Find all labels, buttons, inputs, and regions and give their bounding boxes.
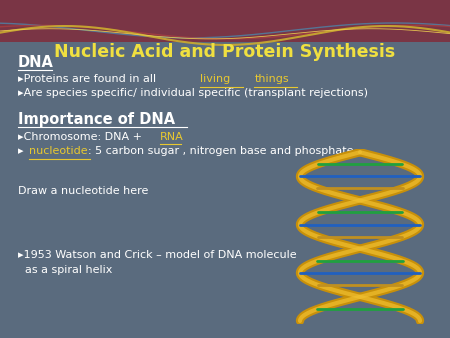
Text: living: living — [200, 74, 230, 84]
Text: : 5 carbon sugar , nitrogen base and phosphate: : 5 carbon sugar , nitrogen base and pho… — [88, 146, 353, 156]
Text: Importance of DNA: Importance of DNA — [18, 113, 175, 127]
Text: Draw a nucleotide here: Draw a nucleotide here — [18, 186, 149, 196]
Text: DNA: DNA — [18, 55, 54, 70]
Text: ▸1953 Watson and Crick – model of DNA molecule: ▸1953 Watson and Crick – model of DNA mo… — [18, 250, 297, 260]
Text: Nucleic Acid and Protein Synthesis: Nucleic Acid and Protein Synthesis — [54, 43, 396, 62]
Text: ▸Are species specific/ individual specific (transplant rejections): ▸Are species specific/ individual specif… — [18, 88, 368, 98]
Text: ▸: ▸ — [18, 146, 27, 156]
Polygon shape — [0, 42, 450, 338]
Text: as a spiral helix: as a spiral helix — [18, 265, 112, 275]
Text: things: things — [254, 74, 289, 84]
Polygon shape — [0, 0, 450, 42]
Text: RNA: RNA — [160, 132, 184, 142]
Text: ▸Chromosome: DNA +: ▸Chromosome: DNA + — [18, 132, 145, 142]
Text: nucleotide: nucleotide — [29, 146, 88, 156]
Text: ▸Proteins are found in all: ▸Proteins are found in all — [18, 74, 160, 84]
